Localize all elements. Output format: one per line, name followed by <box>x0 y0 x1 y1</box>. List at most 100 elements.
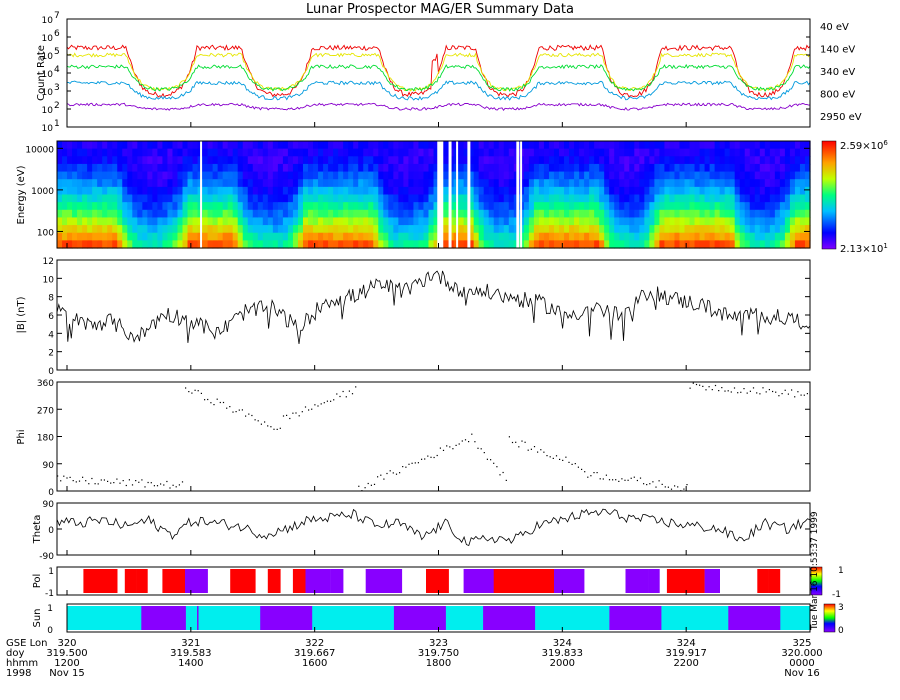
spectrogram-cell <box>232 171 239 180</box>
spectrogram-cell <box>282 171 289 180</box>
spectrogram-cell <box>674 163 681 173</box>
spectrogram-cell <box>127 225 133 234</box>
phi-point <box>355 386 357 388</box>
spectrogram-cell <box>187 171 194 180</box>
spectrogram-cell <box>634 163 640 173</box>
spectrogram-cell <box>639 194 645 203</box>
spectrogram-cell <box>543 179 550 188</box>
spectrogram-cell <box>729 209 736 219</box>
spectrogram-cell <box>799 148 806 157</box>
spectrogram-cell <box>478 240 485 249</box>
spectrogram-cell <box>107 217 113 226</box>
spectrogram-cell <box>57 148 63 157</box>
spectrogram-cell <box>232 163 239 173</box>
spectrogram-cell <box>252 194 259 203</box>
spectrogram-cell <box>789 163 796 173</box>
spectrogram-cell <box>117 209 123 219</box>
spectrogram-cell <box>584 217 590 226</box>
spectrogram-cell <box>674 225 681 234</box>
spectrogram-cell <box>724 217 731 226</box>
spectrogram-cell <box>674 240 681 249</box>
spectrogram-cell <box>62 141 68 150</box>
spectrogram-cell <box>478 217 485 226</box>
phi-point <box>264 421 266 423</box>
spectrogram-cell <box>67 240 73 249</box>
spectrogram-cell <box>428 217 435 226</box>
spectrogram-cell <box>378 240 384 249</box>
spectrogram-cell <box>127 179 133 188</box>
spectrogram-cell <box>77 148 83 157</box>
spectrogram-cell <box>242 171 249 180</box>
spectrogram-cell <box>428 240 435 249</box>
spectrogram-cell <box>72 202 78 211</box>
spectrogram-cell <box>212 156 219 165</box>
spectrogram-cell <box>729 171 736 180</box>
spectrogram-cell <box>267 156 274 165</box>
spectrogram-cell <box>759 163 766 173</box>
spectrogram-cell <box>408 240 415 249</box>
spectrogram-cell <box>388 194 394 203</box>
spectrogram-cell <box>82 163 88 173</box>
spectrogram-cell <box>709 202 716 211</box>
phi-point <box>762 387 764 389</box>
spectrogram-cell <box>629 156 635 165</box>
spectrogram-cell <box>313 171 319 180</box>
spectrogram-cell <box>287 141 294 150</box>
spectrogram-cell <box>348 194 354 203</box>
spectrogram-cell <box>323 225 329 234</box>
spectrogram-cell <box>373 179 379 188</box>
spectrogram-cell <box>458 217 465 226</box>
spectrogram-cell <box>62 225 68 234</box>
count-rate-tick-exp: 7 <box>54 11 60 21</box>
spectrogram-cell <box>599 202 605 211</box>
spectrogram-cell <box>142 179 148 188</box>
spectrogram-cell <box>202 156 209 165</box>
spectrogram-cell <box>503 217 510 226</box>
spectrogram-cell <box>217 225 224 234</box>
spectrogram-cell <box>57 240 63 249</box>
spectrogram-cell <box>323 232 329 241</box>
spectrogram-cell <box>463 217 470 226</box>
spectrogram-cell <box>368 148 374 157</box>
spectrogram-cell <box>182 232 189 241</box>
spectrogram-cell <box>468 148 475 157</box>
count-rate-tick-exp: 5 <box>54 47 60 57</box>
spectrogram-cell <box>287 217 294 226</box>
spectrogram-cell <box>483 148 490 157</box>
generated-timestamp: Tue Mar 16 10:53:37 1999 <box>810 511 820 631</box>
spectrogram-cell <box>363 209 369 219</box>
spectrogram-cell <box>378 163 384 173</box>
spectrogram-cell <box>729 202 736 211</box>
spectrogram-cell <box>719 163 726 173</box>
spectrogram-cell <box>589 148 595 157</box>
spectrogram-cell <box>147 163 153 173</box>
spectrogram-cell <box>674 186 681 196</box>
spectrogram-cell <box>403 179 409 188</box>
polarity-bar <box>437 569 449 593</box>
phi-point <box>708 386 710 388</box>
sun-bar <box>483 606 536 630</box>
spectrogram-cell <box>629 141 635 150</box>
spectrogram-cell <box>418 156 425 165</box>
spectrogram-cell <box>493 202 500 211</box>
spectrogram-cell <box>729 148 736 157</box>
spectrogram-cell <box>674 232 681 241</box>
phi-point <box>320 403 322 405</box>
spectrogram-cell <box>242 186 249 196</box>
phi-point <box>449 446 451 448</box>
spectrogram-cell <box>82 202 88 211</box>
spectrogram-cell <box>443 163 450 173</box>
spectrogram-cell <box>122 163 128 173</box>
phi-point <box>477 447 479 449</box>
time-tick-label: 324 <box>677 638 696 649</box>
spectrogram-cell <box>729 194 736 203</box>
spectrogram-cell <box>609 156 615 165</box>
phi-point <box>286 414 288 416</box>
spectrogram-cell <box>267 194 274 203</box>
spectrogram-cell <box>483 163 490 173</box>
phi-point <box>147 481 149 484</box>
spectrogram-cell <box>478 179 485 188</box>
time-tick-label: Nov 15 <box>49 668 84 679</box>
spectrogram-cell <box>508 156 515 165</box>
spectrogram-cell <box>634 240 640 249</box>
